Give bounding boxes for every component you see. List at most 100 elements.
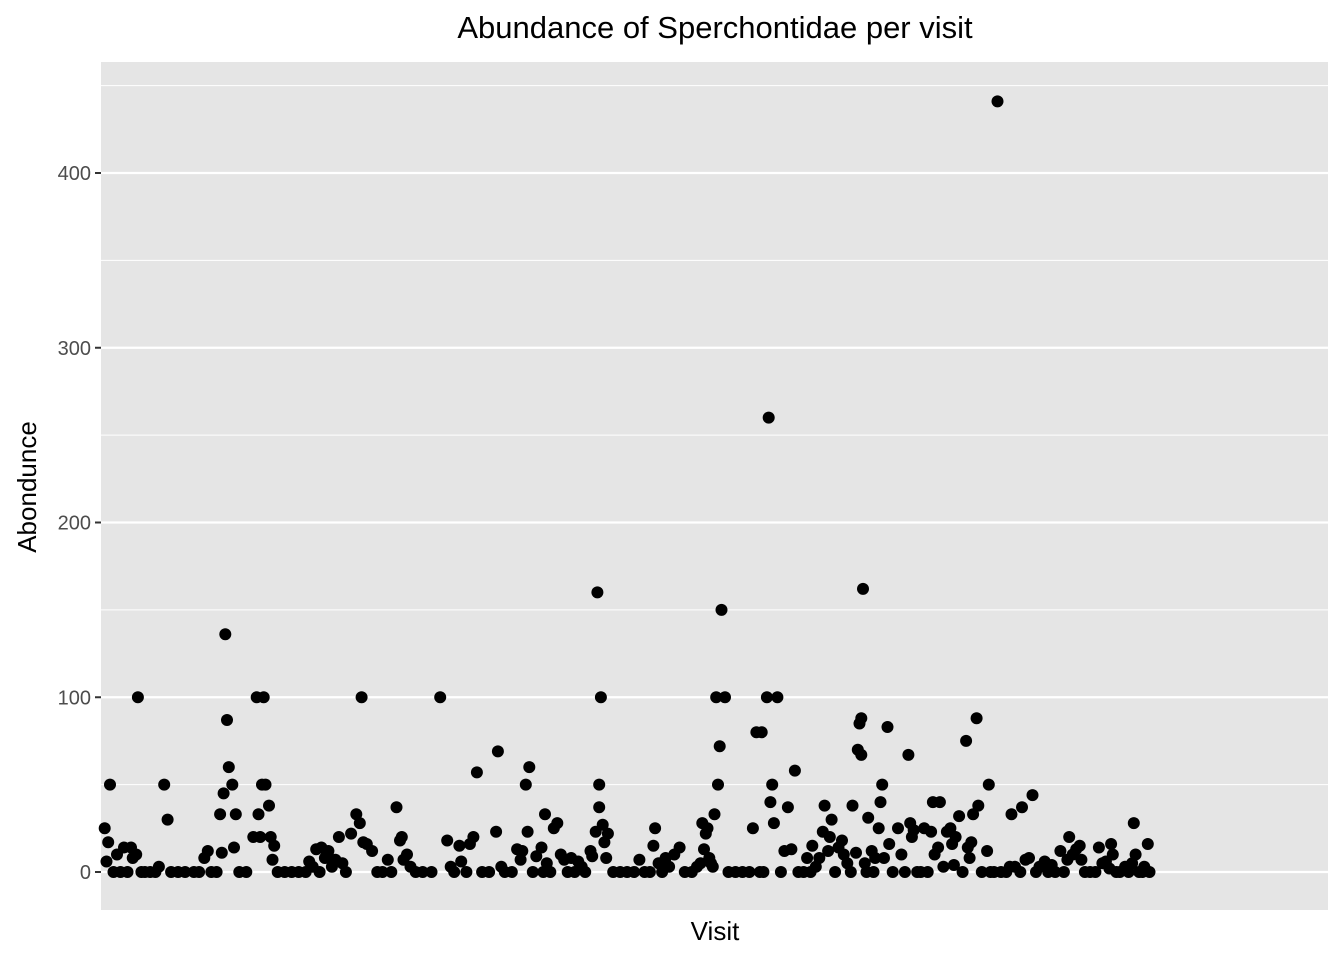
data-point bbox=[1129, 848, 1142, 861]
data-point bbox=[960, 734, 973, 747]
data-point bbox=[1054, 845, 1067, 857]
data-point bbox=[878, 852, 890, 864]
data-point bbox=[345, 827, 358, 840]
data-point bbox=[937, 860, 950, 873]
data-point bbox=[933, 796, 946, 809]
data-point bbox=[788, 764, 801, 777]
data-point bbox=[1057, 866, 1070, 878]
data-point bbox=[483, 866, 496, 878]
data-point bbox=[715, 603, 728, 616]
data-point bbox=[593, 801, 606, 814]
data-point bbox=[222, 761, 235, 774]
data-point bbox=[214, 808, 227, 821]
data-point bbox=[867, 866, 880, 878]
data-point bbox=[551, 817, 564, 830]
data-point bbox=[376, 866, 389, 878]
data-point bbox=[774, 866, 787, 878]
data-point bbox=[434, 691, 447, 704]
data-point bbox=[332, 831, 345, 843]
data-point bbox=[240, 866, 253, 878]
data-point bbox=[967, 808, 980, 821]
data-point bbox=[254, 831, 267, 843]
data-point bbox=[152, 860, 165, 873]
data-point bbox=[647, 839, 660, 852]
data-point bbox=[743, 866, 756, 878]
data-point bbox=[822, 845, 835, 857]
data-point bbox=[757, 866, 770, 878]
data-point bbox=[771, 691, 784, 704]
data-point bbox=[855, 748, 868, 761]
data-point bbox=[1016, 801, 1028, 814]
data-point bbox=[521, 825, 534, 838]
data-point bbox=[869, 852, 882, 864]
data-point bbox=[579, 866, 592, 878]
data-point bbox=[628, 866, 641, 878]
data-point bbox=[98, 822, 111, 835]
data-point bbox=[221, 714, 233, 726]
data-point bbox=[633, 853, 646, 866]
data-point bbox=[902, 748, 915, 761]
data-point bbox=[1143, 866, 1156, 878]
data-point bbox=[844, 866, 857, 878]
data-point bbox=[829, 866, 842, 878]
y-axis: 0 100 200 300 400 bbox=[58, 163, 101, 884]
data-point bbox=[339, 866, 352, 878]
data-point bbox=[892, 822, 904, 835]
data-point bbox=[855, 712, 868, 725]
data-point bbox=[596, 818, 609, 831]
data-point bbox=[953, 810, 966, 823]
data-point bbox=[530, 850, 543, 863]
data-point bbox=[956, 866, 969, 878]
data-point bbox=[453, 839, 466, 852]
data-point bbox=[441, 834, 454, 847]
data-point bbox=[818, 799, 831, 812]
data-point bbox=[193, 866, 206, 878]
data-point bbox=[907, 824, 920, 837]
data-point bbox=[898, 866, 911, 878]
y-tick-label: 100 bbox=[58, 687, 91, 709]
data-point bbox=[895, 848, 908, 861]
data-point bbox=[991, 95, 1004, 108]
data-point bbox=[981, 845, 994, 857]
data-point bbox=[876, 778, 889, 791]
data-point bbox=[883, 838, 896, 850]
data-point bbox=[353, 817, 366, 830]
data-point bbox=[268, 839, 281, 852]
data-point bbox=[710, 691, 723, 704]
data-point bbox=[425, 866, 438, 878]
data-point bbox=[1005, 808, 1018, 821]
data-point bbox=[594, 691, 607, 704]
data-point bbox=[881, 721, 894, 733]
data-point bbox=[229, 808, 242, 821]
data-point bbox=[813, 852, 826, 864]
data-point bbox=[1023, 852, 1035, 864]
data-point bbox=[874, 796, 887, 809]
data-point bbox=[591, 586, 604, 599]
data-point bbox=[1127, 817, 1140, 830]
data-point bbox=[215, 846, 228, 859]
data-point bbox=[944, 822, 957, 835]
data-point bbox=[1075, 853, 1088, 866]
y-tick-label: 300 bbox=[58, 338, 91, 360]
data-point bbox=[539, 808, 551, 821]
chart-title: Abundance of Sperchontidae per visit bbox=[457, 10, 973, 45]
data-point bbox=[921, 866, 934, 878]
data-point bbox=[1049, 866, 1062, 878]
data-point bbox=[470, 766, 483, 779]
data-point bbox=[263, 799, 275, 812]
data-point bbox=[982, 778, 995, 791]
data-point bbox=[823, 831, 836, 843]
data-point bbox=[1026, 789, 1039, 802]
data-point bbox=[698, 843, 710, 856]
data-point bbox=[862, 811, 875, 824]
data-point bbox=[210, 866, 223, 878]
data-point bbox=[385, 866, 398, 878]
data-point bbox=[102, 836, 115, 849]
data-point bbox=[395, 831, 408, 843]
data-point bbox=[526, 866, 539, 878]
data-point bbox=[755, 726, 768, 739]
data-point bbox=[972, 799, 985, 812]
data-point bbox=[100, 855, 113, 868]
data-point bbox=[706, 860, 719, 873]
data-point bbox=[1014, 866, 1027, 878]
